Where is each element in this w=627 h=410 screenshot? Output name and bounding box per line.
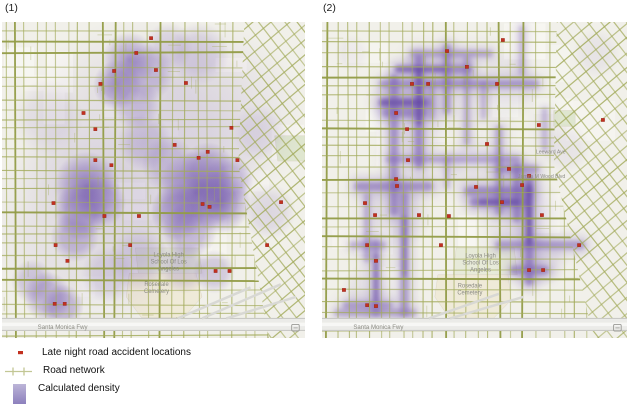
attribution-icon [613,323,622,332]
legend-label-road-network: Road network [43,365,105,376]
freeway [2,283,305,331]
attribution-icon [291,323,300,332]
map-panel-network: Loyola High School Of Los Angeles Rosedale C… [322,22,627,338]
legend-label-accidents: Late night road accident locations [42,347,191,358]
freeway [322,292,627,331]
map-place-labels: Loyola High School Of Los Angeles Rosedale C… [38,252,187,330]
density-swatch-icon [12,384,26,404]
map-place-labels: Loyola High School Of Los Angeles Rosedale C… [353,149,565,330]
diagonal-road-district [238,22,305,338]
map-panel-planar: Loyola High School Of Los Angeles Rosedale C… [2,22,305,338]
svg-text:James M Wood Blvd: James M Wood Blvd [518,174,565,180]
svg-text:Santa Monica Fwy: Santa Monica Fwy [353,324,404,331]
svg-text:Leeward Ave: Leeward Ave [536,149,566,155]
accident-dots [51,36,283,306]
accident-dots [342,38,605,308]
legend-item-calculated-density: Calculated density [0,383,120,404]
panel-1-label: (1) [5,2,18,14]
panel-2-label: (2) [323,2,336,14]
map-canvas-network-density: Loyola High School Of Los Angeles Rosedale C… [322,22,627,338]
road-line-icon [5,367,32,376]
legend-item-accident-locations: Late night road accident locations [0,347,191,359]
accident-point-icon [18,351,23,355]
diagonal-road-district [553,22,627,338]
legend-label-calculated-density: Calculated density [38,383,120,394]
legend-item-road-network: Road network [0,365,105,377]
svg-text:Santa Monica Fwy: Santa Monica Fwy [38,324,89,331]
map-canvas-planar-density: Loyola High School Of Los Angeles Rosedale C… [2,22,305,338]
legend: Late night road accident locations Road … [0,340,320,410]
